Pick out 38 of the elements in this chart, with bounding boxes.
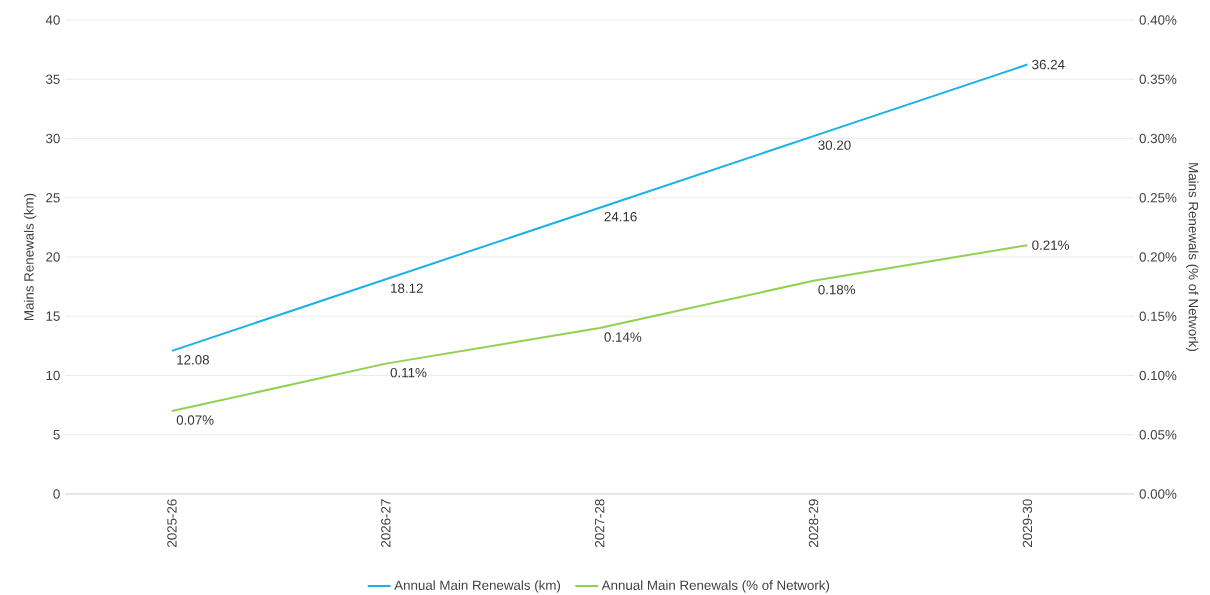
data-label: 0.21%: [1032, 240, 1070, 250]
y-tick-label: 10: [46, 370, 60, 381]
y-tick-label: 15: [46, 311, 60, 321]
legend-label: Annual Main Renewals (% of Network): [601, 580, 830, 593]
data-label: 30.20: [818, 140, 851, 150]
data-label: 0.07%: [176, 415, 214, 425]
data-label: 12.08: [177, 355, 209, 365]
data-label: 36.24: [1032, 59, 1065, 70]
data-label: 0.14%: [604, 332, 642, 342]
x-tick-label: 2026-27: [381, 499, 391, 547]
y2-tick-label: 0.00%: [1139, 489, 1177, 499]
x-tick-label: 2029-30: [1022, 499, 1033, 547]
y2-tick-label: 0.25%: [1139, 193, 1177, 203]
x-tick-label: 2025-26: [167, 499, 177, 547]
y2-tick-label: 0.05%: [1139, 430, 1177, 440]
y2-tick-label: 0.35%: [1139, 74, 1177, 84]
legend-label: Annual Main Renewals (km): [394, 580, 561, 593]
data-label: 18.12: [391, 283, 423, 293]
y-tick-label: 5: [53, 430, 60, 440]
x-tick-label: 2028-29: [808, 499, 819, 547]
line-series: [170, 244, 1029, 413]
data-label: 0.11%: [390, 367, 427, 378]
y-tick-label: 20: [46, 252, 60, 262]
data-label: 0.18%: [818, 284, 856, 295]
y2-tick-label: 0.40%: [1139, 15, 1177, 25]
y-tick-label: 0: [53, 489, 60, 499]
y-tick-label: 30: [45, 133, 60, 144]
data-label: 24.16: [604, 211, 637, 222]
x-tick-label: 2027-28: [594, 499, 605, 547]
y-tick-label: 25: [46, 193, 60, 203]
y2-tick-label: 0.15%: [1139, 311, 1177, 321]
y-axis-title: Mains Renewals (km): [23, 193, 37, 320]
y-tick-label: 40: [45, 15, 60, 25]
y2-tick-label: 0.20%: [1139, 252, 1177, 262]
y-tick-label: 35: [45, 74, 60, 84]
y2-tick-label: 0.30%: [1139, 133, 1177, 144]
y2-axis-title: Mains Renewals (% of Network): [1186, 163, 1199, 351]
y2-tick-label: 0.10%: [1139, 370, 1177, 381]
